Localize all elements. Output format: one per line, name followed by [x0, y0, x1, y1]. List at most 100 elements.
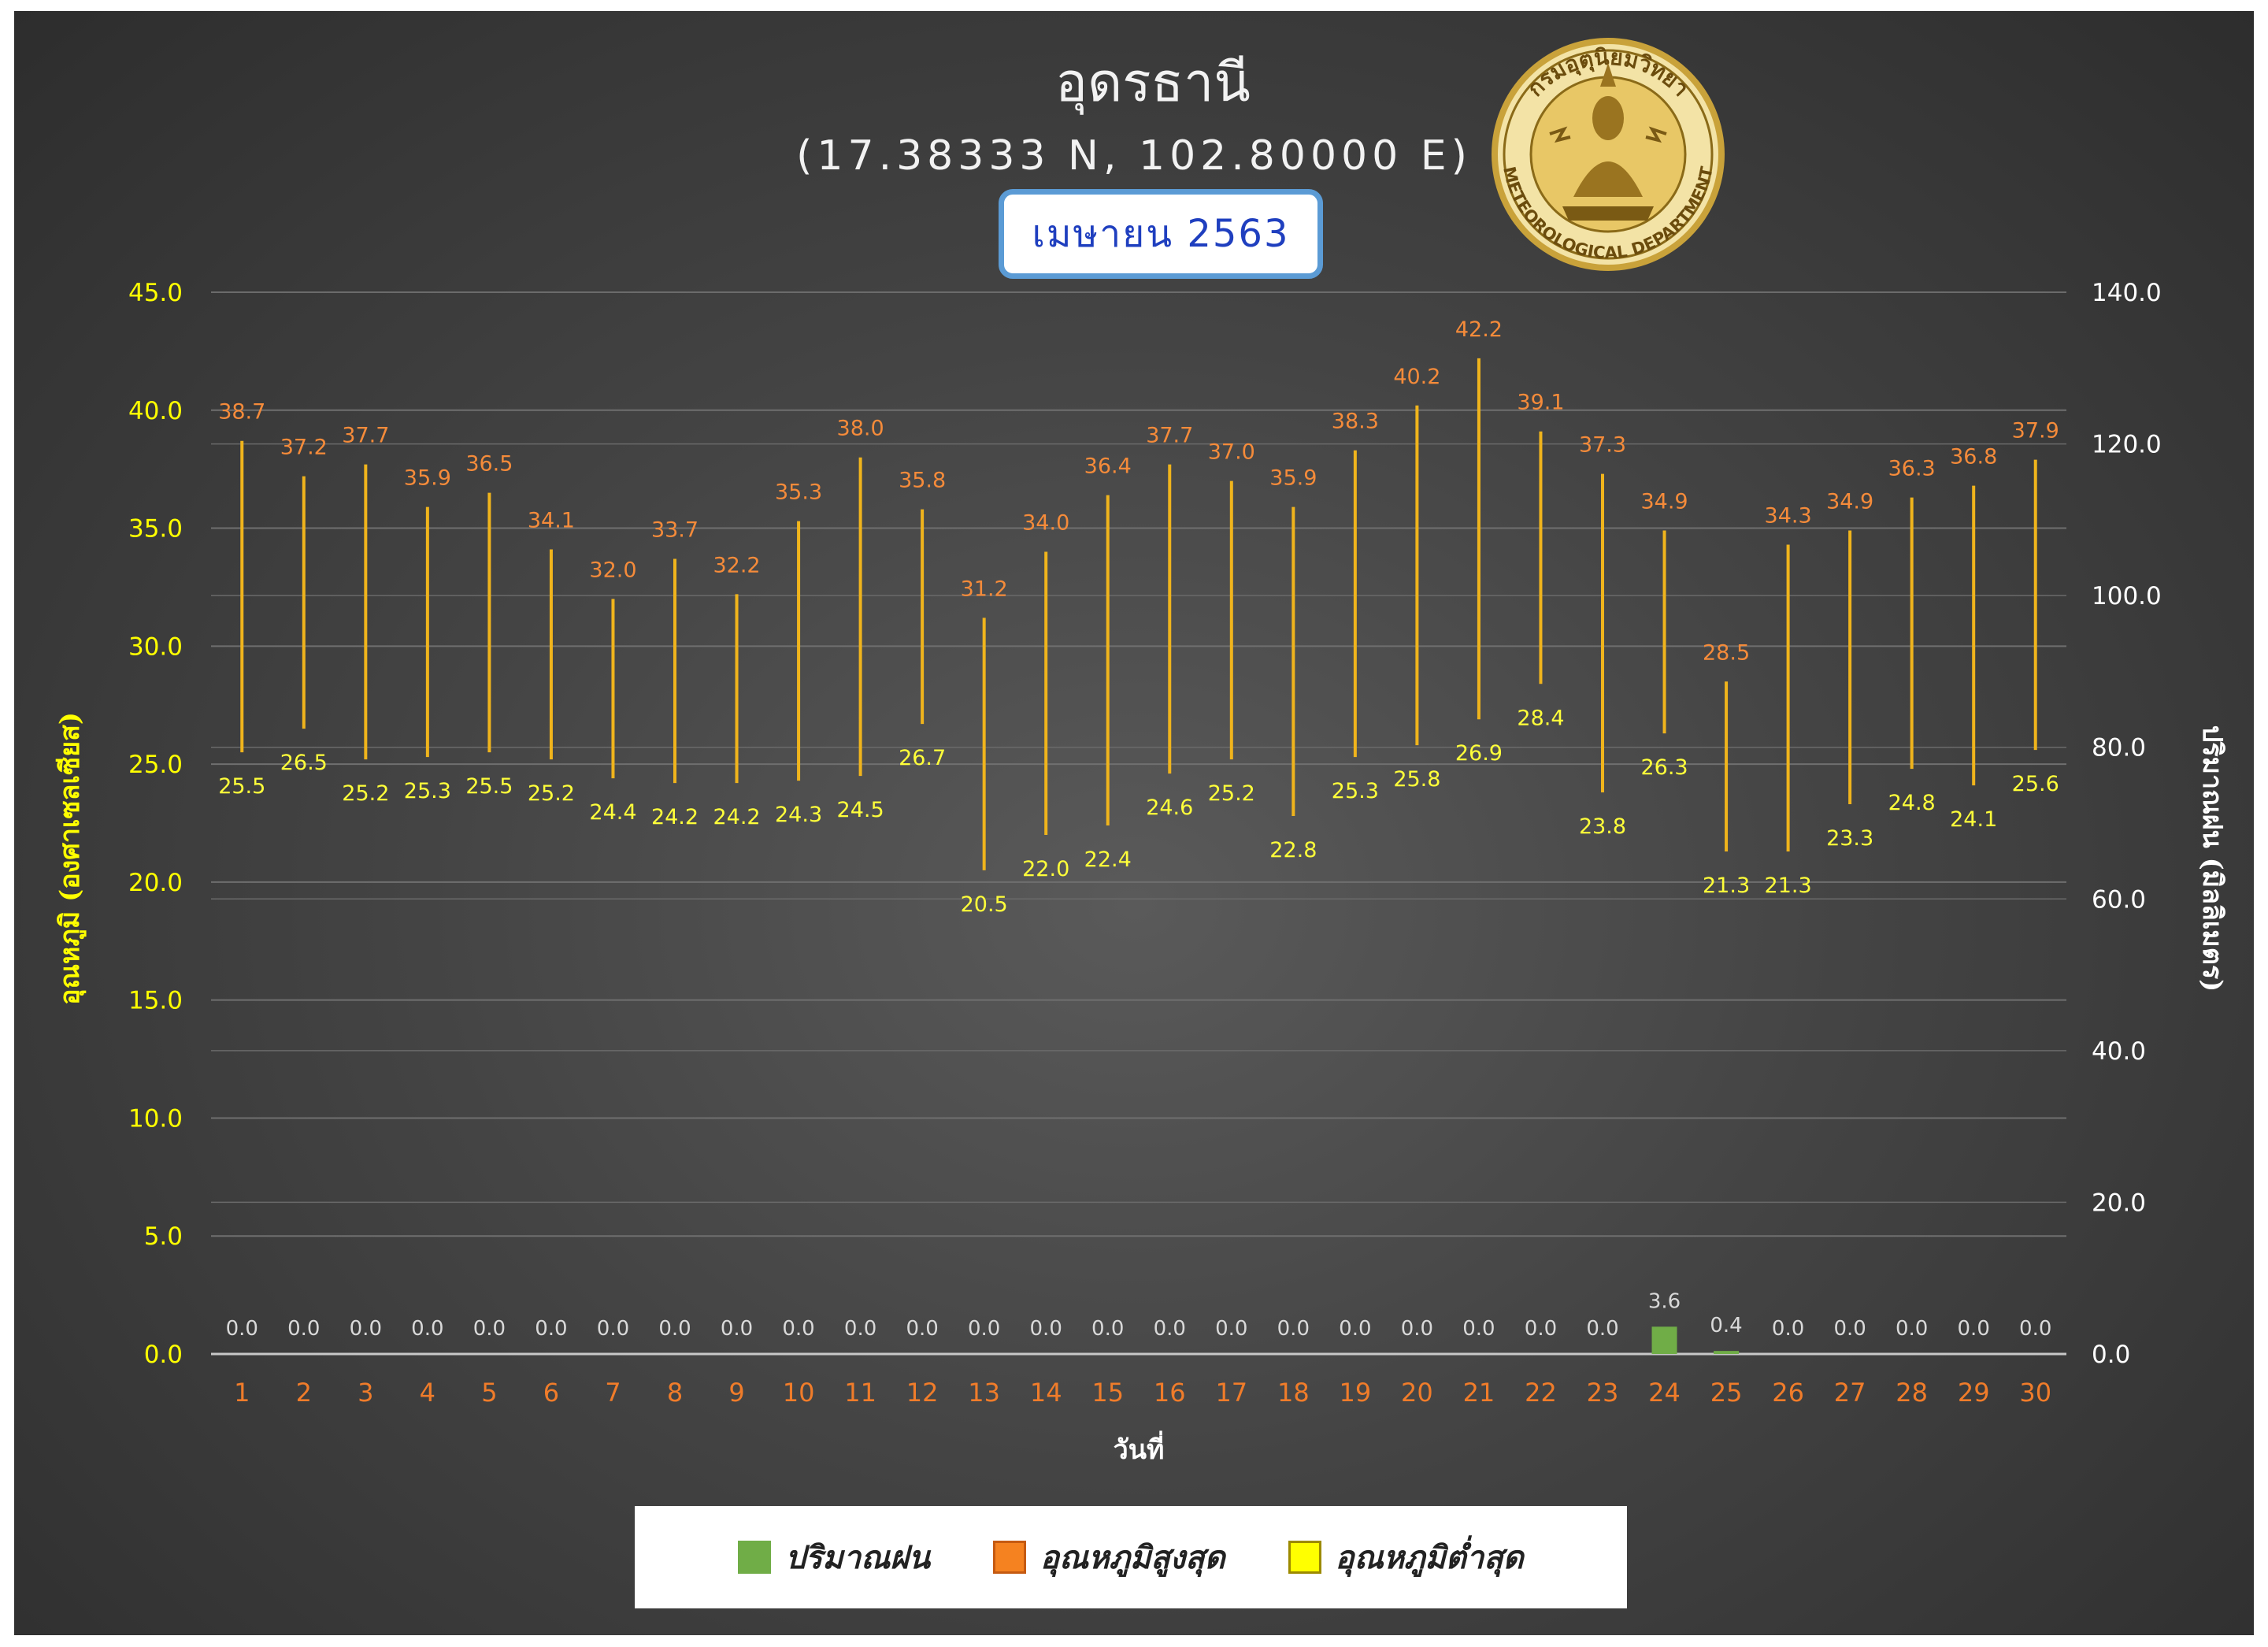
- max-temp-label: 37.0: [1208, 440, 1255, 465]
- y-right-tick-label: 80.0: [2092, 734, 2146, 762]
- max-temp-label: 34.1: [528, 509, 575, 533]
- y-right-tick-label: 60.0: [2092, 885, 2146, 914]
- x-tick-label: 10: [783, 1378, 815, 1408]
- max-temp-label: 35.9: [1269, 466, 1317, 491]
- y-right-tick-label: 0.0: [2092, 1341, 2130, 1369]
- rain-value-label: 0.0: [1401, 1317, 1433, 1341]
- rain-value-label: 0.0: [1586, 1317, 1618, 1341]
- max-temp-label: 33.7: [651, 517, 699, 542]
- min-temp-label: 22.8: [1269, 838, 1317, 862]
- x-tick-label: 4: [420, 1378, 435, 1408]
- x-tick-label: 26: [1772, 1378, 1804, 1408]
- min-temp-label: 25.5: [218, 774, 265, 799]
- min-temp-label: 24.8: [1888, 791, 1936, 815]
- legend-label-rain: ปริมาณฝน: [785, 1539, 930, 1576]
- x-tick-label: 1: [234, 1378, 250, 1408]
- max-temp-label: 35.9: [404, 466, 451, 491]
- y-left-tick-label: 30.0: [128, 632, 183, 661]
- rain-value-label: 3.6: [1648, 1289, 1681, 1313]
- rain-value-label: 0.0: [1215, 1317, 1247, 1341]
- rain-value-label: 0.0: [906, 1317, 938, 1341]
- x-tick-label: 12: [906, 1378, 939, 1408]
- min-temp-label: 25.3: [404, 779, 451, 803]
- max-temp-label: 37.3: [1579, 433, 1626, 458]
- legend-item-rain: ปริมาณฝน: [738, 1532, 930, 1582]
- y-axis-left-title: อุณหภูมิ (องศาเซลเซียส): [54, 712, 87, 1005]
- x-tick-label: 3: [358, 1378, 373, 1408]
- x-tick-label: 8: [667, 1378, 683, 1408]
- max-temp-label: 28.5: [1703, 640, 1750, 665]
- min-temp-label: 26.5: [280, 751, 328, 775]
- x-tick-label: 22: [1525, 1378, 1557, 1408]
- x-tick-label: 29: [1958, 1378, 1990, 1408]
- min-temp-label: 26.7: [899, 746, 946, 770]
- rain-value-label: 0.0: [1772, 1317, 1804, 1341]
- y-right-tick-label: 40.0: [2092, 1037, 2146, 1066]
- min-temp-label: 22.4: [1084, 848, 1132, 872]
- y-left-tick-label: 15.0: [128, 987, 183, 1015]
- x-tick-label: 7: [605, 1378, 621, 1408]
- rain-value-label: 0.0: [597, 1317, 629, 1341]
- rain-bar: [1714, 1351, 1740, 1354]
- min-temp-label: 21.3: [1765, 874, 1812, 898]
- y-left-tick-label: 0.0: [144, 1341, 183, 1369]
- legend-swatch-max-temp: [992, 1541, 1026, 1574]
- min-temp-label: 25.5: [465, 774, 513, 799]
- meteorological-department-logo: กรมอุตุนิยมวิทยา METEOROLOGICAL DEPARTME…: [1492, 38, 1725, 271]
- y-left-tick-label: 20.0: [128, 869, 183, 897]
- min-temp-label: 26.3: [1640, 755, 1688, 780]
- max-temp-label: 40.2: [1393, 365, 1440, 389]
- min-temp-label: 26.9: [1455, 741, 1503, 766]
- min-temp-label: 23.8: [1579, 814, 1626, 839]
- rain-value-label: 0.0: [721, 1317, 753, 1341]
- rain-value-label: 0.0: [1339, 1317, 1371, 1341]
- min-temp-label: 25.2: [342, 781, 389, 806]
- chart-frame: [14, 11, 2254, 1635]
- rain-value-label: 0.0: [782, 1317, 814, 1341]
- x-tick-label: 24: [1648, 1378, 1681, 1408]
- x-tick-label: 13: [968, 1378, 1000, 1408]
- y-left-tick-label: 10.0: [128, 1104, 183, 1133]
- x-tick-label: 23: [1587, 1378, 1619, 1408]
- rain-value-label: 0.0: [968, 1317, 1000, 1341]
- x-tick-label: 11: [844, 1378, 876, 1408]
- max-temp-label: 35.8: [899, 469, 946, 493]
- min-temp-label: 22.0: [1022, 857, 1069, 881]
- max-temp-label: 39.1: [1517, 391, 1564, 415]
- chart-coordinates: (17.38333 N, 102.80000 E): [796, 132, 1472, 180]
- min-temp-label: 25.2: [1208, 781, 1255, 806]
- min-temp-label: 24.5: [837, 798, 884, 822]
- max-temp-label: 31.2: [961, 577, 1008, 601]
- rain-value-label: 0.0: [1030, 1317, 1062, 1341]
- gridlines: [211, 291, 2066, 1356]
- x-axis: 1 2 3 4 5 6 7 8 9 10 11 12 13 14 15 16 17 18 19 20 21 22 23 24 2…: [234, 1378, 2051, 1408]
- legend-swatch-rain: [738, 1541, 772, 1574]
- max-temp-label: 34.3: [1765, 504, 1812, 529]
- max-temp-label: 36.5: [465, 452, 513, 477]
- x-tick-label: 27: [1834, 1378, 1866, 1408]
- y-right-tick-label: 20.0: [2092, 1189, 2146, 1217]
- rain-value-label: 0.0: [1525, 1317, 1557, 1341]
- y-left-tick-label: 40.0: [128, 397, 183, 425]
- y-right-tick-label: 100.0: [2092, 582, 2162, 610]
- max-temp-label: 36.4: [1084, 454, 1132, 479]
- min-temp-label: 23.3: [1826, 826, 1873, 851]
- max-temp-label: 34.9: [1826, 490, 1873, 514]
- max-temp-label: 32.0: [589, 558, 636, 582]
- min-temp-label: 21.3: [1703, 874, 1750, 898]
- rain-value-label: 0.0: [1277, 1317, 1310, 1341]
- y-right-tick-label: 120.0: [2092, 431, 2162, 459]
- chart-title: อุดรธานี: [1055, 52, 1251, 115]
- min-temp-label: 20.5: [961, 892, 1008, 917]
- rain-value-label: 0.0: [226, 1317, 258, 1341]
- y-axis-right: 0.0 20.0 40.0 60.0 80.0 100.0 120.0 140.0: [2092, 279, 2162, 1369]
- x-tick-label: 16: [1154, 1378, 1186, 1408]
- y-left-tick-label: 45.0: [128, 279, 183, 307]
- min-temp-label: 24.6: [1146, 796, 1193, 820]
- x-axis-title: วันที่: [1114, 1430, 1165, 1466]
- rain-value-label: 0.0: [1896, 1317, 1928, 1341]
- x-tick-label: 19: [1340, 1378, 1372, 1408]
- min-temp-label: 25.2: [528, 781, 575, 806]
- x-tick-label: 2: [296, 1378, 312, 1408]
